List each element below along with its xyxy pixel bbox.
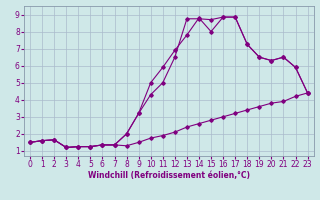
X-axis label: Windchill (Refroidissement éolien,°C): Windchill (Refroidissement éolien,°C) bbox=[88, 171, 250, 180]
